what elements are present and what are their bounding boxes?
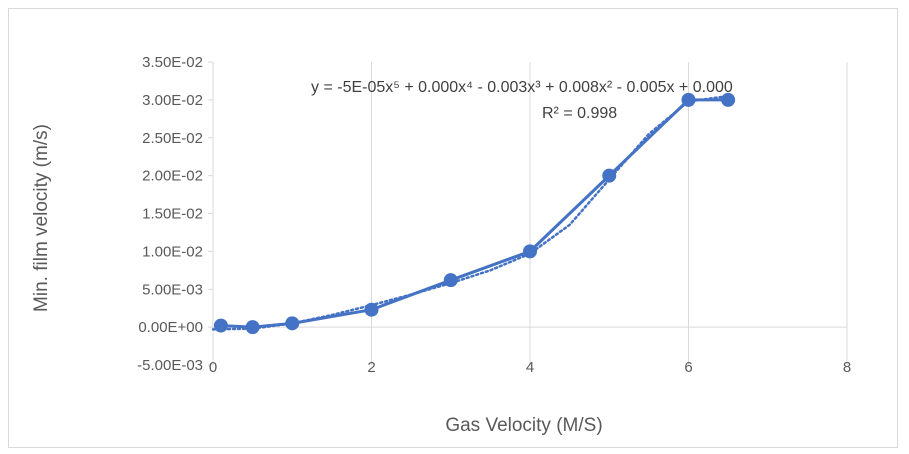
data-point <box>721 92 736 107</box>
y-tick-label: 1.00E-02 <box>142 243 203 260</box>
y-tick-label: 3.50E-02 <box>142 54 203 71</box>
data-point <box>602 168 617 183</box>
axes <box>208 61 848 366</box>
data-point <box>245 320 260 335</box>
series-line <box>220 98 729 329</box>
x-tick-label: 8 <box>843 359 851 376</box>
x-tick-label: 4 <box>526 359 534 376</box>
y-tick-label: 2.00E-02 <box>142 168 203 185</box>
x-tick-label: 0 <box>209 359 217 376</box>
data-point <box>285 316 300 331</box>
x-tick-label: 6 <box>684 359 692 376</box>
r-squared-label: R² = 0.998 <box>542 105 617 122</box>
series-layer <box>213 92 736 335</box>
y-tick-label: 1.50E-02 <box>142 206 203 223</box>
y-axis-title: Min. film velocity (m/s) <box>31 124 52 312</box>
y-tick-label: 3.00E-02 <box>142 92 203 109</box>
chart-area: -5.00E-03 0.00E+00 5.00E-03 1.00E-02 1.50E-0… <box>8 8 898 448</box>
data-point <box>443 273 458 288</box>
trendline <box>211 94 730 331</box>
y-tick-label: -5.00E-03 <box>137 357 203 374</box>
y-tick-label: 2.50E-02 <box>142 130 203 147</box>
data-point <box>364 302 379 317</box>
x-axis-title: Gas Velocity (M/S) <box>445 415 602 436</box>
y-tick-labels: -5.00E-03 0.00E+00 5.00E-03 1.00E-02 1.50E-0… <box>137 54 203 374</box>
chart-svg: -5.00E-03 0.00E+00 5.00E-03 1.00E-02 1.50E-0… <box>31 54 851 436</box>
data-point <box>213 318 228 333</box>
y-tick-label: 0.00E+00 <box>138 319 203 336</box>
x-tick-label: 2 <box>367 359 375 376</box>
data-point <box>681 92 696 107</box>
y-tick-label: 5.00E-03 <box>142 281 203 298</box>
data-point <box>523 244 537 259</box>
x-tick-labels: 0 2 4 6 8 <box>209 359 851 376</box>
trendline-layer <box>211 94 730 331</box>
trendline-equation: y = -5E-05x⁵ + 0.000x⁴ - 0.003x³ + 0.008… <box>311 79 733 96</box>
